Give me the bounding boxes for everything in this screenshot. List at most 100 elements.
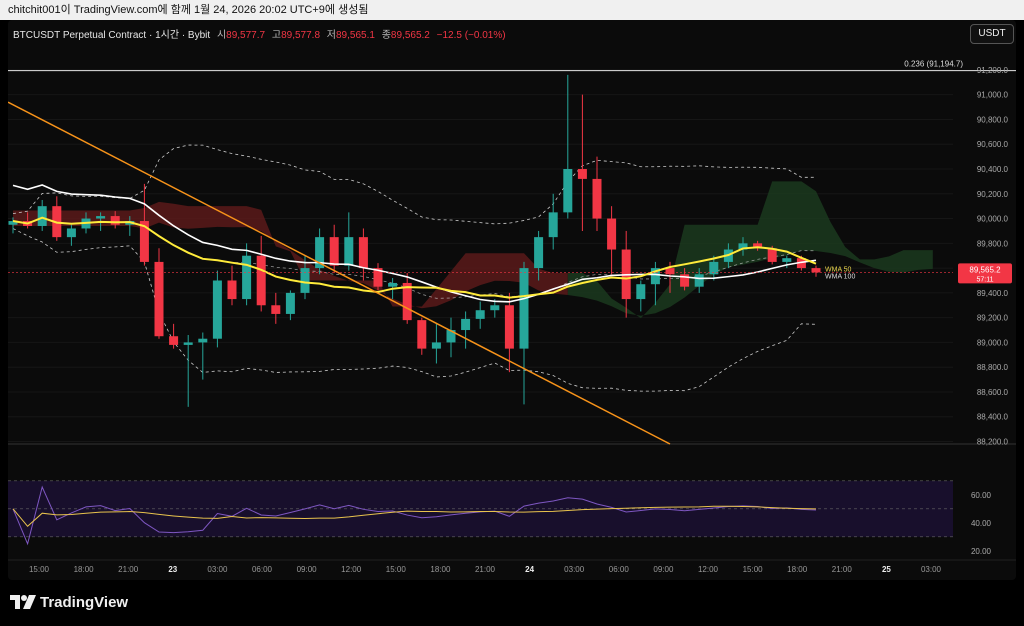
candle-body xyxy=(577,169,587,179)
price-tick-label: 88,600.0 xyxy=(977,388,1009,397)
candle xyxy=(461,311,471,349)
time-tick-label: 03:00 xyxy=(564,565,585,574)
candle-body xyxy=(417,320,427,349)
candle xyxy=(373,263,383,291)
candle-body xyxy=(285,292,295,314)
candle xyxy=(285,290,295,321)
last-price-label: 89,565.2 xyxy=(969,265,1001,274)
time-tick-label: 18:00 xyxy=(430,565,451,574)
price-tick-label: 91,000.0 xyxy=(977,91,1009,100)
candle xyxy=(709,255,719,281)
candle-body xyxy=(402,282,412,321)
candle xyxy=(212,270,222,348)
candle-body xyxy=(709,261,719,275)
candle xyxy=(577,94,587,231)
candle xyxy=(169,323,179,349)
candle xyxy=(417,317,427,355)
currency-button[interactable]: USDT xyxy=(970,24,1014,44)
ma-label: WMA 100 xyxy=(825,273,855,280)
candle xyxy=(154,248,164,339)
bb-upper xyxy=(12,144,817,225)
candle-body xyxy=(373,268,383,287)
caption-bar: chitchit001이 TradingView.com에 함께 1월 24, … xyxy=(0,0,1024,20)
candle xyxy=(139,183,149,266)
candle-body xyxy=(271,305,281,314)
candle-body xyxy=(475,310,485,319)
candle xyxy=(694,268,704,293)
candle xyxy=(37,199,47,231)
change-value: −12.5 (−0.01%) xyxy=(436,30,506,41)
price-tick-label: 90,800.0 xyxy=(977,115,1009,124)
candle-body xyxy=(344,237,354,266)
time-tick-label: 09:00 xyxy=(653,565,674,574)
candle xyxy=(782,255,792,269)
candle-body xyxy=(242,255,252,300)
candle-body xyxy=(139,221,149,262)
time-tick-label: 12:00 xyxy=(341,565,362,574)
candle xyxy=(680,268,690,291)
candle-body xyxy=(154,261,164,337)
candle-body xyxy=(183,342,193,345)
time-axis[interactable]: 15:00 18:00 21:00 23 03:00 06:00 09:00 12:00 15:… xyxy=(8,559,1016,574)
candle xyxy=(271,292,281,324)
price-tick-label: 90,200.0 xyxy=(977,190,1009,199)
candle-body xyxy=(738,243,748,250)
footer xyxy=(0,580,1024,626)
candle-body xyxy=(548,212,558,238)
price-tick-label: 89,400.0 xyxy=(977,289,1009,298)
ichimoku-cloud xyxy=(13,181,933,319)
time-tick-label: 21:00 xyxy=(118,565,139,574)
close-label: 종 xyxy=(381,30,391,41)
last-price-tag xyxy=(958,263,1012,284)
candle-body xyxy=(431,342,441,349)
candle xyxy=(315,228,325,275)
symbol-title[interactable]: BTCUSDT Perpetual Contract · 1시간 · Bybit xyxy=(13,30,211,41)
candle xyxy=(650,261,660,306)
candle-body xyxy=(300,268,310,293)
fib-level-label: 0.236 (91,194.7) xyxy=(904,60,963,69)
candle xyxy=(519,261,529,405)
rsi-pane: 60.00 40.00 20.00 xyxy=(8,480,992,556)
bb-lower xyxy=(12,228,817,392)
price-tick-label: 91,200.0 xyxy=(977,66,1009,75)
candle xyxy=(52,196,62,241)
candle-body xyxy=(490,305,500,311)
candle-body xyxy=(169,336,179,345)
time-tick-label: 18:00 xyxy=(787,565,808,574)
ma-label: WMA 50 xyxy=(825,266,852,273)
candle-body xyxy=(446,330,456,343)
candle xyxy=(636,280,646,312)
bear-cloud xyxy=(13,201,568,309)
candle-body xyxy=(665,268,675,275)
rsi-tick-label: 60.00 xyxy=(971,491,992,500)
candle-body xyxy=(461,318,471,331)
candle-body xyxy=(315,237,325,269)
open-value: 89,577.7 xyxy=(226,30,266,41)
chart-frame[interactable]: WMA 50 WMA 100 91,200.0 91,000.0 90,800.0 90… xyxy=(8,20,1016,580)
price-tick-label: 90,000.0 xyxy=(977,215,1009,224)
rsi-line xyxy=(12,485,817,546)
high-label: 고 xyxy=(271,30,282,41)
candle-body xyxy=(519,268,529,349)
open-label: 시 xyxy=(216,30,227,41)
time-tick-label: 24 xyxy=(525,565,534,574)
time-tick-label: 25 xyxy=(882,565,891,574)
candle-body xyxy=(782,258,792,262)
candle-body xyxy=(212,280,222,339)
candle-body xyxy=(96,216,106,219)
candle xyxy=(198,332,208,380)
time-tick-label: 12:00 xyxy=(698,565,719,574)
candle xyxy=(431,323,441,364)
candle xyxy=(534,230,544,281)
candle-body xyxy=(227,280,237,300)
price-axis[interactable]: 91,200.0 91,000.0 90,800.0 90,600.0 90,400.0… xyxy=(904,60,1012,447)
wma-100-line xyxy=(12,216,817,299)
candle-body xyxy=(680,274,690,287)
candle xyxy=(504,292,514,373)
price-tick-label: 89,200.0 xyxy=(977,314,1009,323)
candle xyxy=(607,206,617,275)
rsi-ma-line xyxy=(12,505,817,528)
candle-body xyxy=(110,216,120,225)
